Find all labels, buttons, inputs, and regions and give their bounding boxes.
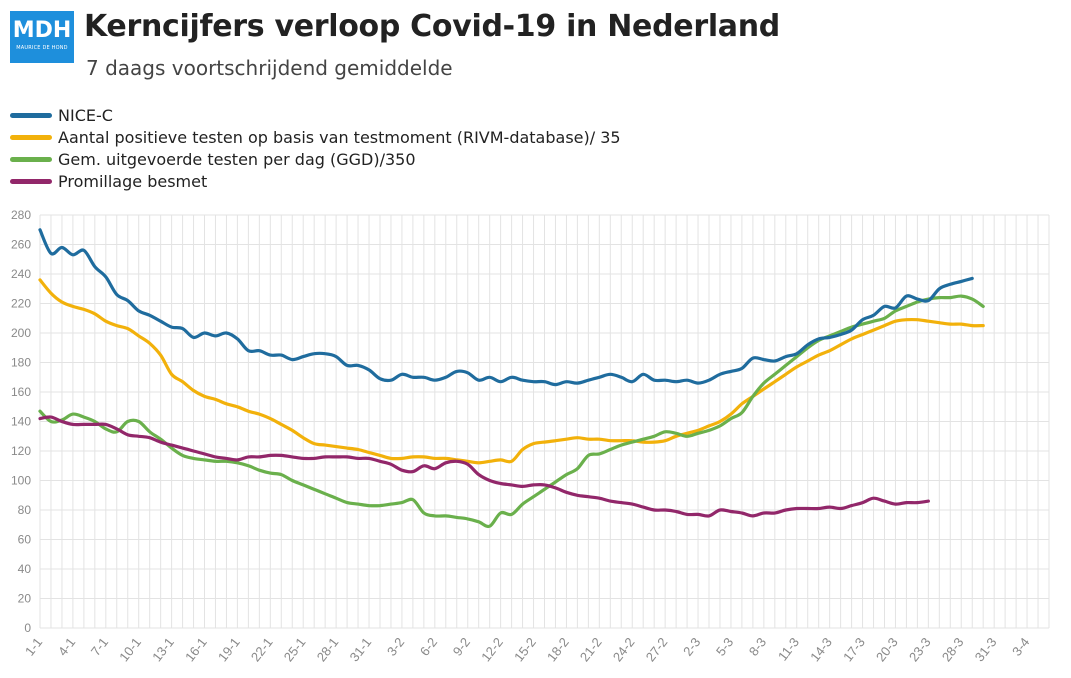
x-tick-label: 1-1 bbox=[22, 635, 45, 659]
x-tick-label: 27-2 bbox=[643, 635, 671, 665]
series-3 bbox=[38, 415, 930, 518]
y-tick-label: 140 bbox=[11, 415, 31, 429]
y-tick-label: 0 bbox=[24, 621, 31, 635]
x-tick-label: 3-4 bbox=[1009, 635, 1032, 659]
x-tick-label: 12-2 bbox=[478, 635, 506, 665]
page-title: Kerncijfers verloop Covid-19 in Nederlan… bbox=[84, 9, 780, 44]
series-line bbox=[38, 415, 930, 518]
legend-label: Promillage besmet bbox=[58, 171, 208, 191]
legend-swatch bbox=[10, 156, 52, 162]
x-tick-label: 2-3 bbox=[680, 635, 703, 659]
x-tick-label: 31-3 bbox=[972, 635, 1000, 665]
x-tick-label: 6-2 bbox=[417, 635, 440, 659]
x-tick-label: 20-3 bbox=[873, 635, 901, 665]
legend-swatch bbox=[10, 134, 52, 140]
chart-gridlines bbox=[39, 214, 1050, 629]
x-tick-label: 23-3 bbox=[906, 635, 934, 665]
legend-swatch bbox=[10, 112, 52, 118]
y-tick-label: 80 bbox=[18, 503, 32, 517]
x-tick-label: 16-1 bbox=[182, 635, 210, 665]
series-0 bbox=[38, 228, 974, 387]
y-tick-label: 200 bbox=[11, 326, 31, 340]
legend-label: Aantal positieve testen op basis van tes… bbox=[58, 127, 621, 147]
x-tick-label: 10-1 bbox=[116, 635, 144, 665]
y-tick-label: 100 bbox=[11, 474, 31, 488]
legend-item-promillage-besmet: Promillage besmet bbox=[10, 170, 621, 192]
x-tick-label: 28-3 bbox=[939, 635, 967, 665]
x-tick-label: 13-1 bbox=[149, 635, 177, 665]
x-tick-label: 4-1 bbox=[55, 635, 78, 659]
series-1 bbox=[38, 278, 985, 465]
legend-label: NICE-C bbox=[58, 105, 113, 125]
x-tick-label: 24-2 bbox=[610, 635, 638, 665]
y-tick-label: 180 bbox=[11, 356, 31, 370]
page-subtitle: 7 daags voortschrijdend gemiddelde bbox=[86, 56, 453, 80]
x-tick-label: 31-1 bbox=[347, 635, 375, 665]
logo-subtext: MAURICE DE HOND bbox=[16, 45, 68, 51]
logo-text: MDH bbox=[12, 18, 72, 43]
x-tick-label: 28-1 bbox=[314, 635, 342, 665]
series-line bbox=[38, 278, 985, 465]
x-tick-label: 8-3 bbox=[746, 635, 769, 659]
x-tick-label: 25-1 bbox=[281, 635, 309, 665]
legend-item-uitgevoerde-testen: Gem. uitgevoerde testen per dag (GGD)/35… bbox=[10, 148, 621, 170]
x-tick-label: 22-1 bbox=[248, 635, 276, 665]
x-tick-label: 11-3 bbox=[775, 635, 802, 664]
x-axis: 1-1 4-1 7-1 10-1 13-1 16-1 19-1 22-1 25-1 28-1 31-… bbox=[22, 635, 1032, 665]
x-tick-label: 19-1 bbox=[215, 635, 243, 665]
x-tick-label: 3-2 bbox=[384, 635, 407, 659]
legend-item-positieve-testen: Aantal positieve testen op basis van tes… bbox=[10, 126, 621, 148]
y-tick-label: 260 bbox=[11, 238, 31, 252]
legend-item-nice-c: NICE-C bbox=[10, 104, 621, 126]
y-tick-label: 220 bbox=[11, 297, 31, 311]
series-line bbox=[38, 228, 974, 387]
x-tick-label: 21-2 bbox=[577, 635, 605, 665]
x-tick-label: 17-3 bbox=[840, 635, 868, 665]
x-tick-label: 15-2 bbox=[511, 635, 539, 665]
y-tick-label: 240 bbox=[11, 267, 31, 281]
x-tick-label: 5-3 bbox=[713, 635, 736, 659]
y-tick-label: 40 bbox=[18, 562, 32, 576]
y-tick-label: 120 bbox=[11, 444, 31, 458]
y-tick-label: 60 bbox=[18, 533, 32, 547]
x-tick-label: 18-2 bbox=[544, 635, 572, 665]
y-axis: 0 20 40 60 80 100 120 140 160 180 200 220 240 260 280 bbox=[11, 208, 31, 635]
y-tick-label: 160 bbox=[11, 385, 31, 399]
legend-swatch bbox=[10, 178, 52, 184]
x-tick-label: 7-1 bbox=[88, 635, 111, 659]
chart-legend: NICE-C Aantal positieve testen op basis … bbox=[10, 104, 621, 192]
y-tick-label: 280 bbox=[11, 208, 31, 222]
legend-label: Gem. uitgevoerde testen per dag (GGD)/35… bbox=[58, 149, 416, 169]
x-tick-label: 9-2 bbox=[450, 635, 473, 659]
y-tick-label: 20 bbox=[18, 592, 32, 606]
x-tick-label: 14-3 bbox=[807, 635, 835, 665]
brand-logo: MDH MAURICE DE HOND bbox=[10, 11, 74, 63]
